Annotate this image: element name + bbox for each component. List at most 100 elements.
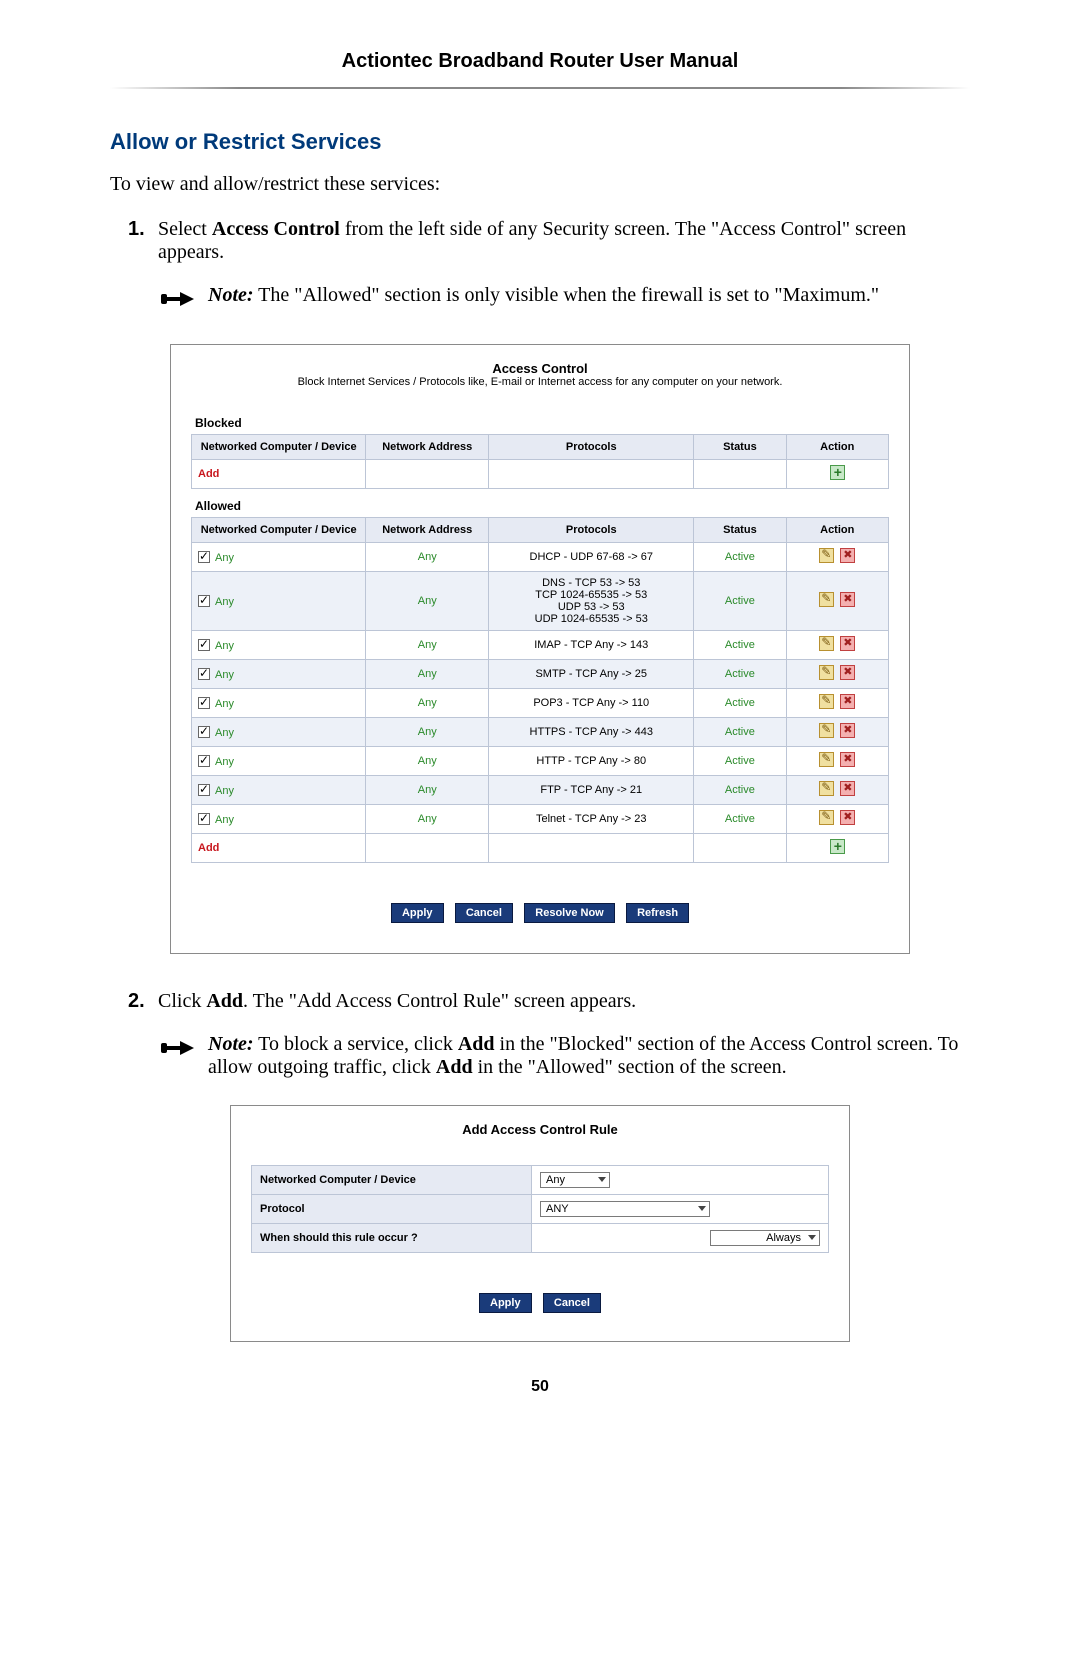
table-row: AnyAnyIMAP - TCP Any -> 143Active [192,631,889,660]
add-link[interactable]: Add [198,468,219,480]
protocol-label: Protocol [252,1195,532,1224]
device-any: Any [215,698,234,710]
protocol-cell: SMTP - TCP Any -> 25 [489,660,694,689]
checkbox[interactable] [198,595,210,607]
cancel-button[interactable]: Cancel [543,1293,601,1313]
schedule-select[interactable]: Always [710,1230,820,1246]
add-icon[interactable] [830,839,845,854]
addr-any: Any [418,784,437,796]
th-status: Status [694,435,786,460]
edit-icon[interactable] [819,665,834,680]
checkbox[interactable] [198,551,210,563]
refresh-button[interactable]: Refresh [626,903,689,923]
checkbox[interactable] [198,639,210,651]
checkbox[interactable] [198,755,210,767]
allowed-label: Allowed [195,499,889,513]
checkbox[interactable] [198,784,210,796]
edit-icon[interactable] [819,636,834,651]
shot-subtitle: Block Internet Services / Protocols like… [191,376,889,388]
delete-icon[interactable] [840,592,855,607]
status-active: Active [725,595,755,607]
th-proto: Protocols [489,435,694,460]
text-bold: Access Control [212,218,340,240]
cancel-button[interactable]: Cancel [455,903,513,923]
text: To block a service, click [254,1033,458,1055]
status-active: Active [725,726,755,738]
text: Click [158,990,206,1012]
th-action: Action [786,518,889,543]
delete-icon[interactable] [840,665,855,680]
step-2: 2. Click Add. The "Add Access Control Ru… [110,990,970,1013]
device-label: Networked Computer / Device [252,1166,532,1195]
protocol-cell: DNS - TCP 53 -> 53TCP 1024-65535 -> 53UD… [489,572,694,631]
device-any: Any [215,596,234,608]
device-any: Any [215,785,234,797]
device-any: Any [215,669,234,681]
edit-icon[interactable] [819,810,834,825]
text-bold: Add [436,1056,473,1078]
running-head: Actiontec Broadband Router User Manual [110,50,970,87]
delete-icon[interactable] [840,810,855,825]
delete-icon[interactable] [840,694,855,709]
checkbox[interactable] [198,697,210,709]
device-select[interactable]: Any [540,1172,610,1188]
device-any: Any [215,756,234,768]
addr-any: Any [418,595,437,607]
edit-icon[interactable] [819,752,834,767]
step-text: Select Access Control from the left side… [158,218,970,264]
note-label: Note: [208,1033,254,1055]
protocol-cell: HTTPS - TCP Any -> 443 [489,718,694,747]
th-proto: Protocols [489,518,694,543]
delete-icon[interactable] [840,752,855,767]
delete-icon[interactable] [840,548,855,563]
status-active: Active [725,755,755,767]
button-row: Apply Cancel Resolve Now Refresh [191,903,889,923]
add-rule-form: Networked Computer / Device Any Protocol… [251,1165,829,1253]
checkbox[interactable] [198,813,210,825]
text: Select [158,218,212,240]
text: . The "Add Access Control Rule" screen a… [243,990,636,1012]
addr-any: Any [418,726,437,738]
note-hand-icon [160,1035,196,1079]
note-body: Note: To block a service, click Add in t… [208,1033,970,1079]
protocol-select[interactable]: ANY [540,1201,710,1217]
device-any: Any [215,727,234,739]
edit-icon[interactable] [819,781,834,796]
table-row: Any Any SMTP - TCP Any -> 25 Active [192,660,889,689]
edit-icon[interactable] [819,592,834,607]
device-any: Any [215,640,234,652]
add-link[interactable]: Add [198,842,219,854]
step-number: 2. [128,990,158,1013]
checkbox[interactable] [198,668,210,680]
blocked-label: Blocked [195,416,889,430]
section-title: Allow or Restrict Services [110,129,970,155]
shot-title: Access Control [191,361,889,376]
addr-any: Any [418,755,437,767]
text-bold: Add [206,990,243,1012]
edit-icon[interactable] [819,694,834,709]
status-active: Active [725,668,755,680]
device-any: Any [215,814,234,826]
apply-button[interactable]: Apply [479,1293,532,1313]
apply-button[interactable]: Apply [391,903,444,923]
table-row: AnyAnyDHCP - UDP 67-68 -> 67Active [192,543,889,572]
delete-icon[interactable] [840,636,855,651]
protocol-cell: HTTP - TCP Any -> 80 [489,747,694,776]
delete-icon[interactable] [840,781,855,796]
protocol-cell: Telnet - TCP Any -> 23 [489,805,694,834]
device-any: Any [215,552,234,564]
resolve-now-button[interactable]: Resolve Now [524,903,614,923]
th-status: Status [694,518,786,543]
add-icon[interactable] [830,465,845,480]
addr-any: Any [418,668,437,680]
note-label: Note: [208,284,254,306]
status-active: Active [725,813,755,825]
intro-text: To view and allow/restrict these service… [110,173,970,196]
delete-icon[interactable] [840,723,855,738]
text: in the "Allowed" section of the screen. [473,1056,787,1078]
edit-icon[interactable] [819,723,834,738]
checkbox[interactable] [198,726,210,738]
th-addr: Network Address [366,435,489,460]
edit-icon[interactable] [819,548,834,563]
status-active: Active [725,639,755,651]
